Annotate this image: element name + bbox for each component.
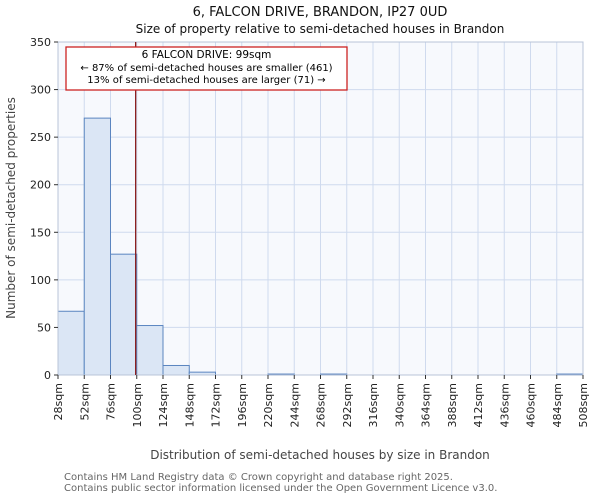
x-tick-label: 172sqm	[210, 383, 223, 427]
y-tick-label: 250	[30, 131, 51, 144]
annotation-smaller-stat: ← 87% of semi-detached houses are smalle…	[80, 63, 332, 74]
x-tick-label: 388sqm	[446, 383, 459, 427]
y-tick-label: 200	[30, 179, 51, 192]
x-tick-label: 340sqm	[393, 383, 406, 427]
y-tick-label: 150	[30, 226, 51, 239]
x-tick-label: 28sqm	[52, 383, 65, 420]
x-tick-label: 244sqm	[288, 383, 301, 427]
annotation-larger-stat: 13% of semi-detached houses are larger (…	[87, 75, 325, 86]
x-tick-label: 52sqm	[78, 383, 91, 420]
chart-subtitle: Size of property relative to semi-detach…	[136, 22, 505, 36]
x-axis-label: Distribution of semi-detached houses by …	[150, 448, 490, 462]
x-tick-label: 220sqm	[262, 383, 275, 427]
plot-area: 28sqm 52sqm 76sqm 100sqm 124sqm 148sqm 172sqm 1…	[30, 36, 590, 427]
histogram-bar	[110, 253, 138, 376]
x-tick-label: 364sqm	[420, 383, 433, 427]
x-tick-label: 484sqm	[551, 383, 564, 427]
y-tick-label: 350	[30, 36, 51, 49]
x-tick-label: 100sqm	[131, 383, 144, 427]
y-tick-label: 300	[30, 84, 51, 97]
x-tick-label: 316sqm	[367, 383, 380, 427]
x-tick-label: 124sqm	[157, 383, 170, 427]
footer-line-1: Contains HM Land Registry data © Crown c…	[64, 472, 453, 483]
histogram-bar	[136, 325, 164, 376]
x-tick-label: 148sqm	[183, 383, 196, 427]
y-tick-label: 100	[30, 274, 51, 287]
x-tick-label: 268sqm	[315, 383, 328, 427]
x-tick-label: 460sqm	[525, 383, 538, 427]
y-axis-label: Number of semi-detached properties	[4, 97, 18, 319]
x-tick-label: 508sqm	[577, 383, 590, 427]
annotation-box	[65, 46, 348, 91]
y-tick-label: 0	[44, 369, 51, 382]
footer-line-2: Contains public sector information licen…	[64, 483, 497, 494]
histogram-bar	[162, 364, 190, 376]
histogram-bar	[83, 117, 111, 376]
x-tick-label: 76sqm	[105, 383, 118, 420]
y-tick-label: 50	[37, 321, 51, 334]
x-tick-label: 412sqm	[472, 383, 485, 427]
chart-title: 6, FALCON DRIVE, BRANDON, IP27 0UD	[193, 5, 448, 20]
histogram-bar	[57, 310, 85, 376]
annotation-property-label: 6 FALCON DRIVE: 99sqm	[142, 49, 272, 61]
x-tick-label: 292sqm	[341, 383, 354, 427]
x-tick-label: 436sqm	[498, 383, 511, 427]
x-tick-label: 196sqm	[236, 383, 249, 427]
